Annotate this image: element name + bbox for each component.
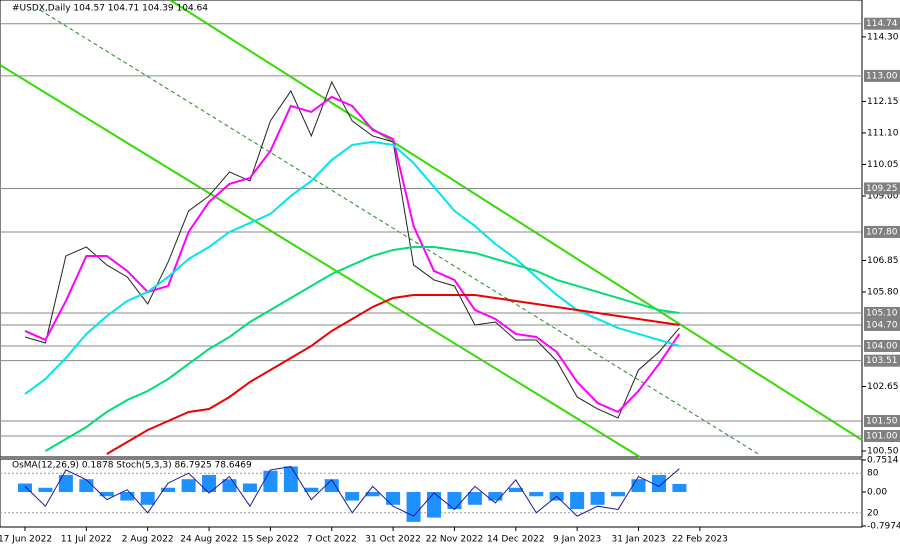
y-tick-label: 110.05 [867,160,899,170]
y-tick-label: 112.15 [867,97,899,107]
osma-bar [345,492,360,501]
x-tick-label: 14 Dec 2022 [487,535,545,545]
x-tick-label: 9 Jan 2023 [553,535,601,545]
level-box [864,339,900,352]
osma-bar [529,492,544,497]
x-tick-label: 31 Jan 2023 [612,535,666,545]
osma-bar [488,492,503,501]
level-label: 107.80 [866,227,898,237]
level-label: 103.51 [866,356,898,366]
y-tick-label: -0.7974 [867,522,900,532]
osma-bar [38,487,53,493]
x-tick-label: 17 Jun 2022 [0,535,52,545]
level-box [864,429,900,442]
osma-bar [161,487,176,493]
x-tick-label: 22 Feb 2023 [672,535,728,545]
x-tick-label: 15 Sep 2022 [242,535,299,545]
y-tick-label: 106.85 [867,256,899,266]
y-tick-label: 80 [867,469,879,479]
x-tick-label: 22 Nov 2022 [426,535,484,545]
series-line [106,293,680,455]
osma-bar [365,492,380,497]
osma-bar [120,492,135,501]
osma-bar [140,492,155,505]
osma-bar [242,483,257,493]
level-box [864,318,900,331]
series-line [24,80,680,419]
y-tick-label: 0.00 [867,488,887,498]
x-tick-label: 31 Oct 2022 [365,535,421,545]
x-tick-label: 11 Jul 2022 [61,535,112,545]
osma-bar [283,466,298,493]
main-panel [0,0,863,458]
osma-bar [222,479,237,493]
osma-bar [590,492,605,505]
y-tick-label: 0.7514 [867,456,899,466]
osma-bar [570,492,585,510]
chart-title: #USDX,Daily 104.57 104.71 104.39 104.64 [12,4,208,14]
osma-bar [611,492,626,497]
osma-bar [324,479,339,493]
osma-bar [202,474,217,493]
osma-bar [406,492,421,522]
trend-line [0,64,641,458]
level-box [864,306,900,319]
level-label: 105.10 [866,308,898,318]
trend-line [169,0,863,441]
osma-bar [651,474,666,493]
level-box [864,225,900,238]
osma-bar [631,479,646,493]
osma-bar [263,470,278,493]
y-tick-label: 100.50 [867,446,899,456]
y-tick-label: 105.80 [867,287,899,297]
osma-bar [181,479,196,493]
level-label: 104.70 [866,320,898,330]
trend-lines [0,0,863,458]
level-label: 113.00 [866,71,898,81]
x-tick-label: 24 Aug 2022 [180,535,238,545]
y-tick-label: 111.10 [867,128,899,138]
osma-bar [99,492,114,497]
y-tick-label: 114.30 [867,32,899,42]
y-tick-label: 102.65 [867,382,899,392]
level-label: 104.00 [866,341,898,351]
osma-bar [672,483,687,493]
level-label: 114.74 [866,19,898,29]
level-box [864,354,900,367]
level-label: 109.25 [866,184,898,194]
series-line [44,245,680,452]
series-line [24,95,681,414]
osma-bar [304,487,319,493]
osma-bar [58,474,73,493]
osma-bar [467,492,482,505]
level-box [864,17,900,30]
level-box [864,69,900,82]
series-line [24,140,680,395]
level-label: 101.00 [866,431,898,441]
x-tick-label: 2 Aug 2022 [122,535,174,545]
y-tick-label: 20 [867,508,879,518]
osma-bar [18,483,32,493]
level-box [864,182,900,195]
x-tick-label: 7 Oct 2022 [307,535,357,545]
osma-bar [427,492,441,518]
trend-line [39,9,761,456]
osma-bar [79,479,94,493]
osma-bar [386,492,401,505]
osma-bar [447,492,462,510]
osma-bar [508,487,523,493]
indicator-title: OsMA(12,26,9) 0.1878 Stoch(5,3,3) 86.792… [12,461,252,471]
stoch-line [24,466,680,517]
level-box [864,414,900,427]
level-label: 101.50 [866,416,898,426]
y-tick-label: 109.00 [867,191,899,201]
